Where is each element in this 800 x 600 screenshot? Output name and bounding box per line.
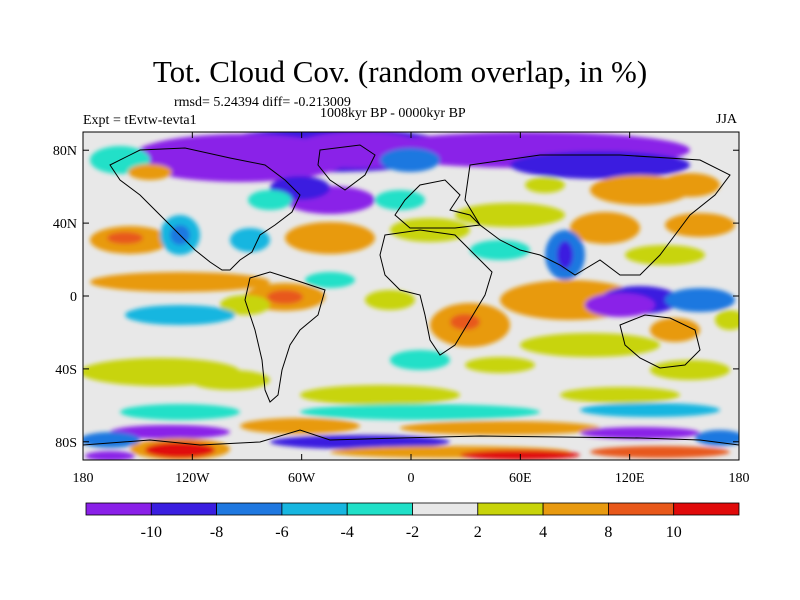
- contour-region: [650, 360, 730, 380]
- contour-region: [400, 421, 600, 435]
- contour-region: [695, 430, 739, 446]
- contour-region: [580, 403, 720, 417]
- contour-region: [390, 218, 470, 242]
- colorbar-box: [477, 502, 544, 516]
- x-tick-label: 120E: [615, 471, 645, 486]
- x-tick-label: 60E: [509, 471, 532, 486]
- contour-region: [715, 310, 739, 330]
- contour-region: [525, 177, 565, 193]
- contour-region: [570, 212, 640, 244]
- contour-region: [650, 318, 700, 342]
- contour-region: [380, 148, 440, 172]
- contour-region: [248, 190, 292, 210]
- colorbar-label: -4: [341, 524, 354, 541]
- coastline-north-america: [109, 147, 301, 271]
- contour-region: [305, 272, 355, 288]
- colorbar-box: [542, 502, 609, 516]
- colorbar-box: [346, 502, 413, 516]
- coastline-south-america: [244, 271, 326, 403]
- colorbar-label: 10: [666, 524, 682, 541]
- rmsd-diff-stats: rmsd= 5.24394 diff= -0.213009: [174, 95, 351, 110]
- contour-region: [230, 228, 270, 252]
- colorbar-label: -6: [275, 524, 288, 541]
- colorbar-label: -2: [406, 524, 419, 541]
- contour-region: [375, 190, 425, 210]
- map-panel: 180 120W 60W 0 60E 120E 180 80N 40N 0 40S 80S: [53, 131, 750, 486]
- contour-region: [83, 432, 140, 448]
- contour-region: [125, 305, 235, 325]
- colorbar-box: [281, 502, 348, 516]
- contour-region: [560, 387, 680, 403]
- colorbar-label: -8: [210, 524, 223, 541]
- colorbar: -10 -8 -6 -4 -2 2 4 8 10: [85, 502, 740, 541]
- contour-region: [300, 385, 460, 405]
- x-tick-label: 180: [729, 471, 750, 486]
- colorbar-box: [608, 502, 675, 516]
- contour-region: [660, 173, 720, 197]
- y-tick-label: 80N: [53, 144, 77, 159]
- time-period-label: 1008kyr BP - 0000kyr BP: [320, 106, 466, 121]
- contour-region: [267, 290, 303, 304]
- contour-region: [590, 446, 730, 458]
- latitude-axis: 80N 40N 0 40S 80S: [53, 144, 739, 451]
- colorbar-box: [150, 502, 218, 516]
- contour-region: [90, 272, 270, 292]
- experiment-label: Expt = tEvtw-tevta1: [83, 113, 197, 128]
- y-tick-label: 40S: [55, 363, 77, 378]
- contour-region: [220, 295, 270, 315]
- colorbar-box: [412, 502, 479, 516]
- y-tick-label: 80S: [55, 436, 77, 451]
- contour-region: [465, 357, 535, 373]
- y-tick-label: 0: [70, 290, 77, 305]
- contour-region: [470, 240, 530, 260]
- contour-region: [365, 290, 415, 310]
- contour-region: [145, 442, 215, 458]
- contour-region: [85, 451, 135, 460]
- contour-region: [300, 404, 540, 420]
- contour-region: [128, 164, 172, 180]
- contour-region: [665, 213, 735, 237]
- colorbar-box: [673, 502, 740, 516]
- contour-region: [107, 232, 143, 244]
- x-tick-label: 0: [408, 471, 415, 486]
- contour-region: [190, 370, 270, 390]
- contour-region: [557, 241, 573, 269]
- coastline-australia: [619, 314, 701, 369]
- colorbar-label: 2: [474, 524, 482, 541]
- contour-region: [665, 288, 735, 312]
- season-label: JJA: [716, 112, 738, 127]
- contour-region: [455, 203, 565, 227]
- longitude-axis: 180 120W 60W 0 60E 120E 180: [73, 132, 750, 486]
- contour-region: [270, 435, 450, 449]
- colorbar-label: -10: [141, 524, 162, 541]
- contour-region: [625, 245, 705, 265]
- contour-region: [120, 404, 240, 420]
- coastline-europe: [394, 179, 482, 229]
- contour-region: [285, 222, 375, 254]
- colorbar-box: [216, 502, 283, 516]
- cloud-anomaly-field: [83, 132, 739, 460]
- contour-region: [580, 427, 700, 439]
- contour-region: [510, 151, 690, 179]
- colorbar-label: 8: [604, 524, 612, 541]
- x-tick-label: 60W: [288, 471, 316, 486]
- coastline-antarctica: [83, 429, 739, 446]
- colorbar-box: [85, 502, 152, 516]
- coastline-greenland: [317, 144, 376, 191]
- coastline-asia: [464, 154, 731, 276]
- coastline-africa: [379, 229, 493, 356]
- contour-region: [520, 333, 660, 357]
- colorbar-label: 4: [539, 524, 547, 541]
- contour-region: [110, 425, 230, 439]
- contour-region: [585, 293, 655, 317]
- contour-region: [390, 350, 450, 370]
- x-tick-label: 180: [73, 471, 94, 486]
- contour-region: [240, 418, 360, 434]
- coastlines: [83, 144, 739, 446]
- y-tick-label: 40N: [53, 217, 77, 232]
- contour-region: [450, 314, 480, 330]
- map-title: Tot. Cloud Cov. (random overlap, in %): [152, 54, 648, 89]
- x-tick-label: 120W: [175, 471, 210, 486]
